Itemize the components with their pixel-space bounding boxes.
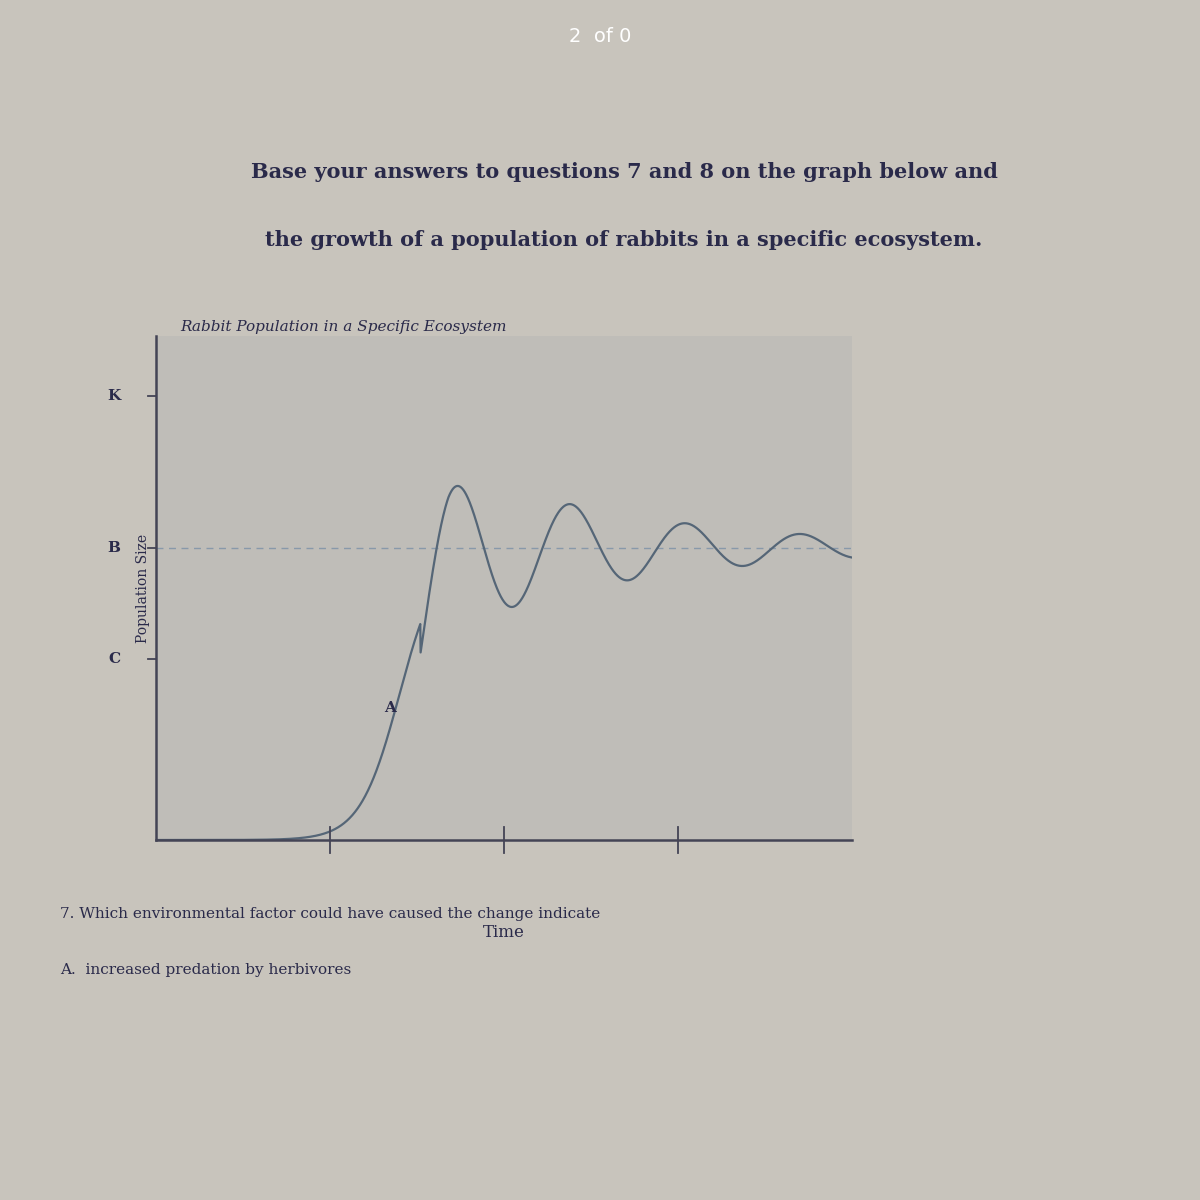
Text: 7. Which environmental factor could have caused the change indicate: 7. Which environmental factor could have… <box>60 907 600 920</box>
Y-axis label: Population Size: Population Size <box>137 534 150 642</box>
Text: A.  increased predation by herbivores: A. increased predation by herbivores <box>60 964 352 977</box>
Text: K: K <box>108 390 121 403</box>
Text: B: B <box>108 541 121 554</box>
Text: Base your answers to questions 7 and 8 on the graph below and: Base your answers to questions 7 and 8 o… <box>251 162 997 182</box>
Text: Rabbit Population in a Specific Ecosystem: Rabbit Population in a Specific Ecosyste… <box>180 320 506 334</box>
Text: 2  of 0: 2 of 0 <box>569 26 631 46</box>
Text: C: C <box>108 652 120 666</box>
Text: A: A <box>384 701 396 715</box>
Text: the growth of a population of rabbits in a specific ecosystem.: the growth of a population of rabbits in… <box>265 230 983 250</box>
Text: Time: Time <box>484 924 524 941</box>
